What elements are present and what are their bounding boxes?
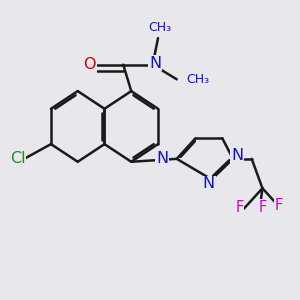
- Text: F: F: [274, 198, 283, 213]
- Text: N: N: [203, 176, 215, 191]
- Text: N: N: [149, 56, 161, 70]
- Text: CH₃: CH₃: [186, 73, 209, 86]
- Text: F: F: [236, 200, 244, 215]
- Text: O: O: [83, 57, 96, 72]
- Text: F: F: [258, 200, 266, 215]
- Text: CH₃: CH₃: [148, 21, 171, 34]
- Text: Cl: Cl: [10, 151, 25, 166]
- Text: N: N: [156, 151, 168, 166]
- Text: N: N: [231, 148, 243, 164]
